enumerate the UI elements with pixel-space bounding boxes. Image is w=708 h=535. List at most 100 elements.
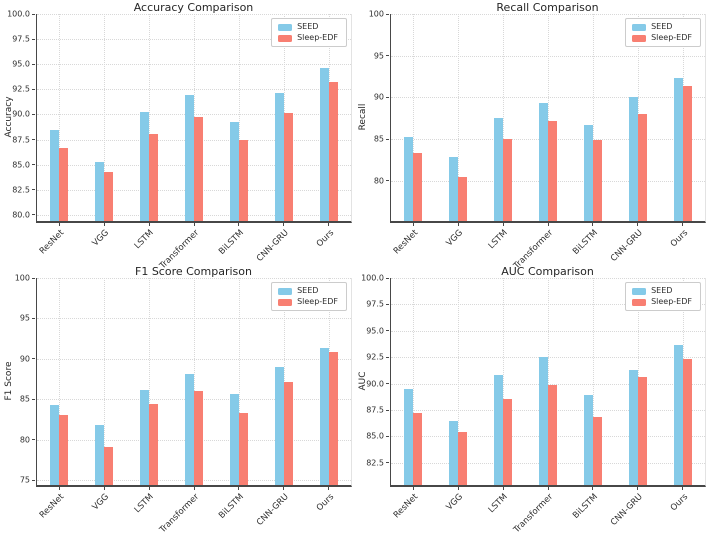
y-tick-label: 92.5 (366, 352, 384, 362)
x-tick-label-text: CNN-GRU (608, 228, 645, 264)
y-tick-mark (386, 303, 389, 305)
bar-seed-resnet (50, 404, 60, 485)
y-tick-label: 90.0 (12, 109, 30, 119)
x-tick-label-text: ResNet (38, 228, 67, 257)
y-tick-label: 82.5 (12, 185, 30, 195)
x-gridline (238, 278, 240, 485)
bar-seed-vgg (449, 156, 459, 221)
plot-area: 80 85 90 95 100 ResNet VGG LSTM Transformer BiLST… (369, 10, 706, 271)
bar-sleep-edf-bilstm (592, 140, 602, 221)
x-tick-label-text: VGG (90, 492, 112, 513)
bar-seed-lstm (140, 112, 150, 221)
x-tick-mark (412, 487, 414, 490)
y-axis-label: F1 Score (4, 361, 14, 401)
bar-sleep-edf-ours (682, 359, 692, 485)
x-gridline (194, 278, 195, 485)
x-gridline (149, 14, 151, 221)
y-tick-mark (386, 409, 389, 411)
bar-seed-lstm (494, 375, 504, 485)
bar-seed-transformer (185, 95, 194, 221)
x-tick-label-text: VGG (444, 228, 466, 249)
x-tick-mark (547, 223, 549, 226)
x-tick-label-text: CNN-GRU (254, 492, 291, 528)
x-tick-label-text: BiLSTM (217, 228, 246, 257)
x-gridline (548, 14, 549, 221)
y-tick-label: 97.5 (12, 34, 30, 44)
bar-sleep-edf-lstm (503, 139, 513, 221)
y-tick-mark (386, 462, 389, 464)
bar-seed-vgg (95, 425, 105, 485)
bar-sleep-edf-resnet (413, 413, 423, 485)
bar-sleep-edf-ours (682, 85, 692, 221)
x-gridline (592, 14, 594, 221)
y-tick-mark (32, 214, 35, 216)
x-gridline (548, 278, 549, 485)
y-tick-label: 92.5 (12, 84, 30, 94)
legend-label: Sleep-EDF (651, 33, 692, 42)
x-tick-mark (457, 223, 459, 226)
legend-swatch-icon (278, 298, 293, 306)
x-tick-label-text: ResNet (38, 492, 67, 521)
x-tick-mark (238, 223, 240, 226)
x-tick-mark (412, 223, 414, 226)
bar-seed-resnet (404, 388, 414, 485)
legend-label: SEED (651, 286, 673, 295)
legend: SEED Sleep-EDF (271, 282, 347, 311)
legend-row: Sleep-EDF (632, 298, 692, 306)
bar-seed-lstm (140, 389, 150, 485)
x-tick-mark (58, 487, 60, 490)
x-tick-label-text: Ours (668, 492, 690, 514)
legend-swatch-icon (632, 287, 647, 295)
y-tick-label: 82.5 (366, 458, 384, 468)
x-tick-label-text: Ours (314, 492, 336, 514)
bar-seed-cnn-gru (274, 366, 284, 485)
bar-sleep-edf-ours (328, 352, 338, 485)
y-tick-mark (32, 164, 35, 166)
x-tick-label-text: Transformer (157, 492, 202, 535)
x-gridline (149, 278, 151, 485)
bar-sleep-edf-resnet (59, 415, 69, 485)
legend-swatch-icon (632, 298, 647, 306)
legend-label: Sleep-EDF (297, 33, 338, 42)
x-tick-mark (637, 487, 639, 490)
legend: SEED Sleep-EDF (625, 18, 701, 47)
y-tick-label: 100.0 (361, 273, 384, 283)
legend: SEED Sleep-EDF (625, 282, 701, 311)
x-tick-label-text: Ours (668, 228, 690, 250)
x-tick-mark (148, 223, 150, 226)
y-tick-mark (32, 398, 35, 400)
y-tick-mark (386, 435, 389, 437)
x-tick-mark (103, 223, 105, 226)
x-tick-label-text: Ours (314, 228, 336, 250)
y-tick-mark (32, 13, 35, 15)
bar-seed-vgg (95, 161, 105, 221)
x-tick-mark (193, 487, 195, 490)
y-tick-label: 80.0 (12, 210, 30, 220)
y-tick-mark (32, 139, 35, 141)
bar-sleep-edf-transformer (548, 120, 557, 221)
x-gridline (413, 278, 415, 485)
x-gridline (503, 278, 505, 485)
legend-swatch-icon (632, 23, 647, 31)
bar-sleep-edf-vgg (458, 176, 468, 221)
bar-sleep-edf-vgg (104, 447, 114, 485)
legend-row: SEED (278, 23, 338, 31)
legend-row: SEED (632, 23, 692, 31)
y-tick-label: 80 (19, 435, 30, 445)
x-tick-mark (502, 487, 504, 490)
x-gridline (413, 14, 415, 221)
bar-seed-cnn-gru (628, 97, 638, 221)
chart-title: Accuracy Comparison (133, 1, 254, 14)
y-tick-label: 95.0 (366, 326, 384, 336)
legend-row: Sleep-EDF (632, 34, 692, 42)
x-tick-mark (328, 487, 330, 490)
bar-seed-transformer (185, 374, 194, 485)
x-gridline (238, 14, 240, 221)
y-tick-label: 80 (373, 176, 384, 186)
y-tick-mark (32, 358, 35, 360)
bar-seed-bilstm (229, 121, 239, 221)
y-tick-label: 85.0 (12, 160, 30, 170)
legend-swatch-icon (278, 34, 293, 42)
chart-title: Recall Comparison (496, 1, 599, 14)
